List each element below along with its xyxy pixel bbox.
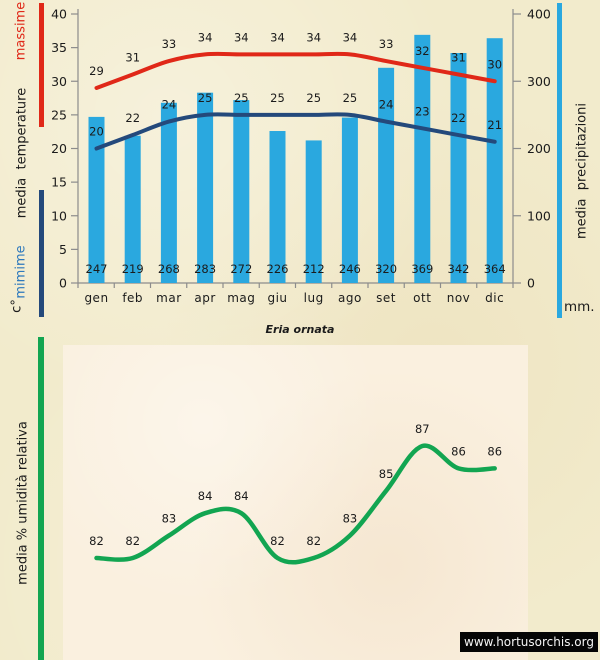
mm-unit-label: mm. xyxy=(564,299,595,315)
humidity-value-label: 83 xyxy=(162,512,177,526)
humidity-value-label: 87 xyxy=(415,422,430,436)
precipitation-bar xyxy=(414,34,431,283)
max-temperature-value-label: 34 xyxy=(343,30,358,44)
legend-bar-precipitation xyxy=(557,3,562,318)
left-axis-tick-label: 5 xyxy=(59,242,67,257)
precipitation-value-label: 283 xyxy=(194,262,216,276)
website-watermark: www.hortusorchis.org xyxy=(460,632,598,652)
min-temperature-value-label: 23 xyxy=(415,104,430,118)
precipitation-value-label: 364 xyxy=(484,262,506,276)
max-temperature-value-label: 34 xyxy=(198,30,213,44)
max-temperature-line xyxy=(94,51,497,90)
left-axis-tick-label: 25 xyxy=(51,107,67,122)
precipitation-bar xyxy=(197,92,214,284)
max-temperature-value-label: 29 xyxy=(89,64,104,78)
right-axis-tick-label: 300 xyxy=(527,74,551,89)
humidity-value-label: 83 xyxy=(343,512,358,526)
legend-bar-min-temperature xyxy=(39,190,44,317)
right-axis-tick-label: 0 xyxy=(527,276,535,291)
humidity-value-label: 82 xyxy=(270,534,285,548)
precipitation-value-label: 342 xyxy=(448,262,470,276)
min-temperature-value-label: 22 xyxy=(125,111,140,125)
min-temperature-value-label: 20 xyxy=(89,125,104,139)
month-label: mar xyxy=(156,291,181,305)
month-label: apr xyxy=(194,291,215,305)
precipitation-value-label: 320 xyxy=(375,262,397,276)
month-label: mag xyxy=(227,291,255,305)
humidity-value-label: 86 xyxy=(451,444,466,458)
precipitation-bar xyxy=(305,140,322,283)
humidity-line xyxy=(94,443,497,565)
max-temperature-value-label: 31 xyxy=(451,51,466,65)
species-caption: Eria ornata xyxy=(265,323,335,336)
max-temperature-value-label: 34 xyxy=(306,30,321,44)
right-axis-tick-label: 100 xyxy=(527,208,551,223)
min-temperature-value-label: 25 xyxy=(343,91,358,105)
min-temperature-value-label: 25 xyxy=(198,91,213,105)
month-label: giu xyxy=(267,291,287,305)
precipitation-bar xyxy=(124,135,141,283)
min-temperature-value-label: 24 xyxy=(162,98,177,112)
humidity-chart: 82 82 83 84 84 82 82 83 85 87 86 86 xyxy=(89,422,502,565)
precipitation-value-label: 369 xyxy=(411,262,433,276)
precipitation-bar xyxy=(269,131,286,283)
min-temperature-value-label: 25 xyxy=(270,91,285,105)
min-temperature-line xyxy=(94,112,497,151)
precipitation-bar xyxy=(233,100,250,283)
month-label: set xyxy=(376,291,396,305)
precipitation-value-label: 247 xyxy=(86,262,108,276)
left-axis-tick-label: 0 xyxy=(59,276,67,291)
humidity-panel-background xyxy=(63,345,528,660)
right-axis-tick-label: 400 xyxy=(527,7,551,22)
min-temperature-value-label: 25 xyxy=(234,91,249,105)
precipitation-bar xyxy=(486,38,503,284)
precipitation-bar xyxy=(88,116,105,283)
precipitation-bar xyxy=(450,53,467,283)
humidity-value-label: 82 xyxy=(125,534,140,548)
month-label: lug xyxy=(304,291,324,305)
min-temperature-value-label: 21 xyxy=(487,118,502,132)
humidity-value-label: 85 xyxy=(379,467,394,481)
left-axis-tick-label: 40 xyxy=(51,7,67,22)
precipitation-value-label: 246 xyxy=(339,262,361,276)
month-label: ago xyxy=(338,291,362,305)
humidity-value-label: 84 xyxy=(198,489,213,503)
precipitation-value-label: 226 xyxy=(267,262,289,276)
precipitation-bar xyxy=(160,102,177,284)
humidity-value-label: 82 xyxy=(89,534,104,548)
precipitation-value-label: 268 xyxy=(158,262,180,276)
max-temperature-value-label: 31 xyxy=(125,51,140,65)
precipitation-bar xyxy=(341,117,358,283)
month-label: dic xyxy=(485,291,504,305)
right-axis-tick-label: 200 xyxy=(527,141,551,156)
min-temperature-value-label: 25 xyxy=(306,91,321,105)
precipitation-value-label: 219 xyxy=(122,262,144,276)
max-temperature-value-label: 34 xyxy=(234,30,249,44)
left-axis-tick-label: 15 xyxy=(51,175,67,190)
precipitation-value-label: 272 xyxy=(230,262,252,276)
month-label: feb xyxy=(122,291,143,305)
min-temperature-value-label: 24 xyxy=(379,98,394,112)
min-temperature-value-label: 22 xyxy=(451,111,466,125)
left-axis-tick-label: 10 xyxy=(51,208,67,223)
left-axis-tick-label: 20 xyxy=(51,141,67,156)
max-temperature-value-label: 34 xyxy=(270,30,285,44)
max-temperature-value-label: 33 xyxy=(379,37,394,51)
legend-bar-humidity xyxy=(38,337,44,660)
month-label: gen xyxy=(84,291,108,305)
month-label: ott xyxy=(413,291,431,305)
humidity-value-label: 86 xyxy=(487,444,502,458)
left-axis-tick-label: 35 xyxy=(51,40,67,55)
month-label: nov xyxy=(447,291,471,305)
precipitation-value-label: 212 xyxy=(303,262,325,276)
max-temperature-value-label: 32 xyxy=(415,44,430,58)
humidity-value-label: 82 xyxy=(306,534,321,548)
legend-bar-max-temperature xyxy=(39,3,44,127)
humidity-value-label: 84 xyxy=(234,489,249,503)
max-temperature-value-label: 30 xyxy=(487,57,502,71)
max-temperature-value-label: 33 xyxy=(162,37,177,51)
left-axis-tick-label: 30 xyxy=(51,74,67,89)
